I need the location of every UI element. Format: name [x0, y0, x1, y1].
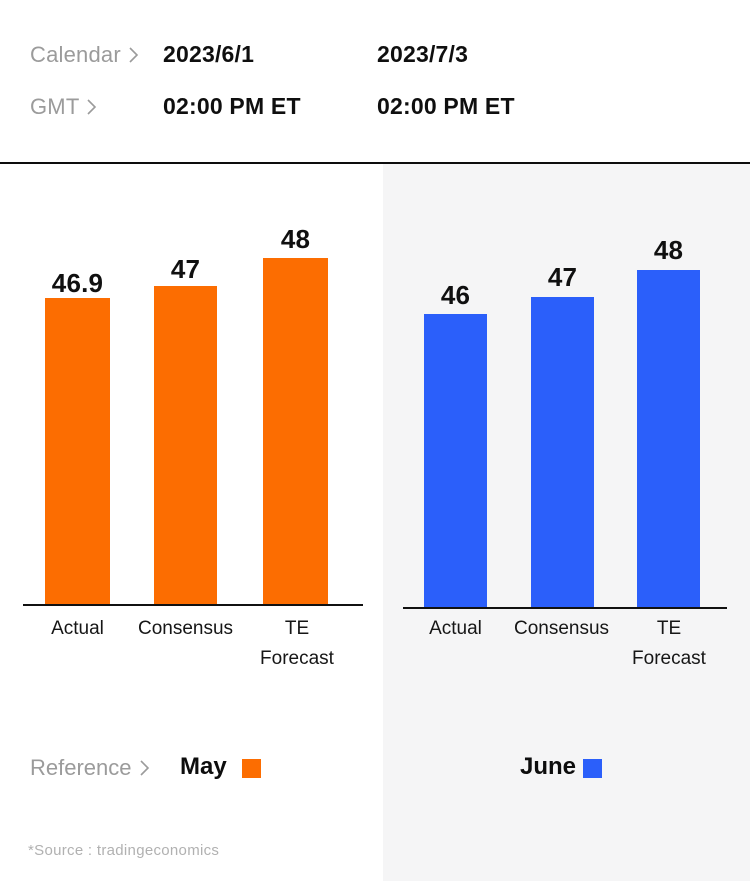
category-label-may-actual: Actual	[51, 618, 104, 639]
calendar-label-text: Calendar	[30, 42, 121, 67]
legend-label-may: May	[180, 753, 227, 780]
category-label-june-te-forecast: TE Forecast	[632, 618, 706, 669]
value-label-june-actual: 46	[440, 280, 471, 310]
bar-chart-june: 46 47 48	[383, 164, 750, 607]
chevron-right-icon	[139, 760, 149, 776]
value-label-may-te-forecast: 48	[280, 224, 311, 254]
bar-chart-may: 46.9 47 48	[0, 164, 383, 604]
category-label-june-consensus: Consensus	[513, 618, 610, 639]
value-label-june-te-forecast: 48	[653, 235, 684, 265]
category-label-may-consensus: Consensus	[137, 618, 234, 639]
calendar-label: Calendar	[30, 42, 139, 68]
chevron-right-icon	[129, 47, 139, 63]
header-divider	[0, 162, 750, 164]
bar-june-consensus	[531, 297, 594, 607]
bar-june-actual	[424, 314, 487, 607]
x-axis-may	[23, 604, 363, 606]
bar-june-te-forecast	[637, 270, 700, 607]
value-label-may-actual: 46.9	[51, 268, 104, 298]
value-label-june-consensus: 47	[547, 262, 578, 292]
reference-label-text: Reference	[30, 755, 132, 780]
value-label-may-consensus: 47	[170, 254, 201, 284]
bar-may-actual	[45, 298, 110, 604]
category-label-june-actual: Actual	[429, 618, 482, 639]
gmt-label: GMT	[30, 94, 97, 120]
gmt-time-june: 02:00 PM ET	[377, 93, 515, 119]
legend-swatch-june	[583, 759, 602, 778]
legend-label-june: June	[520, 753, 577, 780]
gmt-label-text: GMT	[30, 94, 80, 119]
category-label-may-te-forecast: TE Forecast	[260, 618, 334, 669]
reference-label: Reference	[30, 755, 150, 781]
bar-may-te-forecast	[263, 258, 328, 604]
legend-swatch-may	[242, 759, 261, 778]
gmt-time-may: 02:00 PM ET	[163, 93, 301, 119]
calendar-date-june: 2023/7/3	[377, 41, 469, 67]
bar-may-consensus	[154, 286, 217, 604]
source-attribution: *Source : tradingeconomics	[28, 842, 220, 859]
x-axis-june	[403, 607, 727, 609]
chevron-right-icon	[87, 99, 97, 115]
calendar-date-may: 2023/6/1	[163, 41, 255, 67]
